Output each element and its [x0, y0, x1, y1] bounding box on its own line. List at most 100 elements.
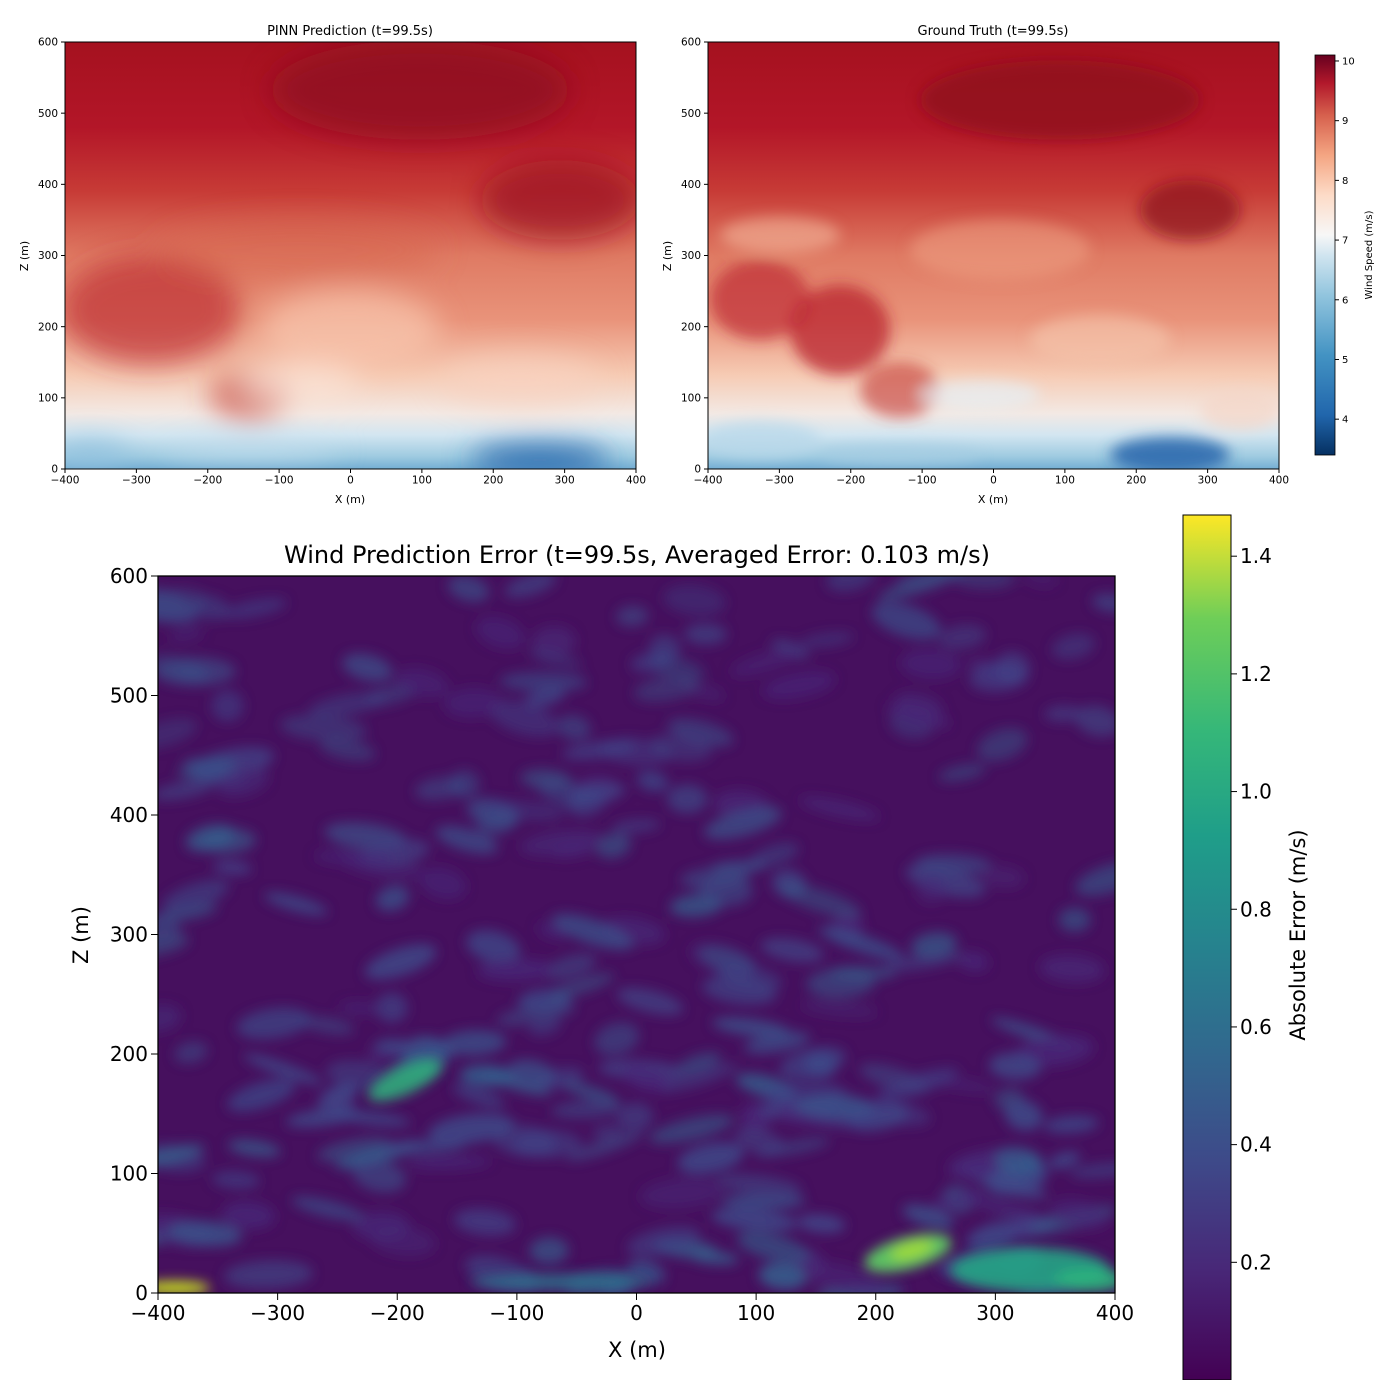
error-texture-blob [667, 784, 708, 814]
error-texture-blob [1020, 576, 1058, 588]
y-tick-label: 400 [681, 179, 701, 191]
error-texture-blob [529, 1237, 569, 1264]
wind-speed-colorbar: 4 5 6 7 8 9 10 Wind Speed (m/s) [1314, 54, 1375, 456]
y-tick-label: 100 [681, 393, 701, 405]
x-tick-label: −200 [370, 1301, 425, 1325]
error-texture-blob [994, 1146, 1042, 1174]
error-texture-blob [712, 1017, 791, 1038]
colorbar-tick-label: 0.4 [1240, 1133, 1272, 1157]
y-tick-label: 500 [38, 108, 58, 120]
error-texture-blob [626, 1226, 701, 1257]
error-texture-blob [364, 944, 437, 980]
error-texture-blob [616, 987, 684, 1015]
error-ticks: −400 −300 −200 −100 0 100 200 300 400 0 100 200 300 4… [110, 564, 1134, 1325]
error-texture-blob [212, 860, 252, 875]
pinn-heatmap [65, 42, 636, 469]
ground-truth-xlabel: X (m) [978, 493, 1008, 506]
pinn-ylabel: Z (m) [18, 241, 31, 271]
colorbar-tick-label: 0.2 [1240, 1250, 1272, 1274]
error-texture-blob [690, 1251, 739, 1265]
error-texture-blob [211, 1171, 260, 1189]
y-tick-label: 300 [110, 923, 148, 947]
colorbar-tick-label: 1.2 [1240, 662, 1272, 686]
error-texture-blob [881, 951, 964, 972]
x-tick-label: 200 [857, 1301, 895, 1325]
error-texture-blob [551, 1100, 620, 1119]
error-texture-blob [158, 1004, 182, 1033]
y-tick-label: 0 [51, 464, 58, 476]
error-hotspots [158, 1058, 1115, 1293]
x-tick-label: −300 [122, 475, 151, 487]
error-texture-blob [1092, 593, 1115, 613]
colorbar-tick-label: 8 [1342, 176, 1348, 187]
error-texture-blob [492, 1124, 557, 1157]
error-texture-blob [616, 605, 649, 627]
error-texture-blob [1043, 1115, 1099, 1134]
error-colorbar-ticks: 0.2 0.4 0.6 0.8 1.0 1.2 1.4 [1231, 544, 1272, 1274]
error-texture-blob [221, 598, 287, 619]
error-texture-blob [459, 1065, 515, 1087]
error-texture-blob [1049, 1198, 1109, 1230]
x-tick-label: −200 [836, 475, 865, 487]
error-heatmap [158, 576, 1115, 1293]
error-texture-blob [797, 1214, 846, 1234]
colorbar-tick-label: 1.0 [1240, 780, 1272, 804]
error-texture-blob [736, 1231, 810, 1263]
error-texture-blob [663, 584, 726, 616]
error-texture-blob [319, 737, 376, 762]
error-texture-blob [566, 788, 606, 818]
x-tick-label: −100 [489, 1301, 544, 1325]
x-tick-label: 0 [990, 475, 997, 487]
x-tick-label: 400 [1096, 1301, 1134, 1325]
error-texture-blob [799, 796, 880, 821]
error-texture-blob [744, 1031, 811, 1054]
error-texture-blob [730, 648, 802, 677]
error-texture-blob [1069, 1162, 1115, 1179]
error-texture-blob [567, 1132, 643, 1161]
error-texture-blob [313, 849, 394, 866]
error-texture-blob [563, 1081, 621, 1105]
x-tick-label: 300 [1198, 475, 1218, 487]
x-tick-label: 300 [976, 1301, 1014, 1325]
error-texture-blob [799, 632, 855, 648]
y-tick-label: 200 [38, 321, 58, 333]
error-texture-blob [441, 1030, 507, 1056]
error-texture-blob [475, 616, 525, 649]
ground-truth-field-structure [708, 60, 1279, 469]
error-texture-blob [995, 651, 1030, 684]
error-texture-blob [308, 692, 387, 718]
error-texture-blob [762, 671, 836, 700]
error-texture-blob [649, 1114, 734, 1144]
error-texture-blob [317, 1137, 392, 1162]
y-tick-label: 300 [681, 250, 701, 262]
error-texture-blob [158, 588, 207, 623]
error-texture-blob [779, 1046, 847, 1079]
ground-truth-ylabel: Z (m) [661, 241, 674, 271]
error-texture-blob [291, 1196, 364, 1221]
pinn-xlabel: X (m) [335, 493, 365, 506]
error-texture-blob [661, 1063, 738, 1092]
error-texture-blob [915, 854, 992, 874]
error-texture-blob [236, 1007, 311, 1040]
error-texture-blob [902, 1204, 955, 1230]
error-texture-blob [734, 1127, 785, 1154]
error-texture-blob [168, 1220, 242, 1247]
error-texture-blob [905, 863, 986, 898]
error-texture-blob [938, 763, 986, 782]
error-texture-blob [200, 828, 256, 854]
y-tick-label: 200 [110, 1042, 148, 1066]
error-texture-blob [1039, 954, 1105, 983]
error-texture-blob [684, 623, 728, 645]
x-tick-label: 400 [1269, 475, 1289, 487]
error-texture-blob [676, 1052, 722, 1074]
pinn-title: PINN Prediction (t=99.5s) [267, 24, 433, 39]
error-texture-blob [800, 999, 878, 1018]
error-texture-blob [636, 770, 669, 792]
error-texture-blob [1058, 907, 1091, 932]
error-texture-blob [900, 648, 962, 680]
wind-speed-colorbar-gradient [1314, 54, 1336, 456]
x-tick-label: 100 [737, 1301, 775, 1325]
error-texture-blob [716, 1173, 802, 1197]
error-texture-blob [174, 1041, 208, 1064]
error-texture-blob [989, 1052, 1042, 1080]
